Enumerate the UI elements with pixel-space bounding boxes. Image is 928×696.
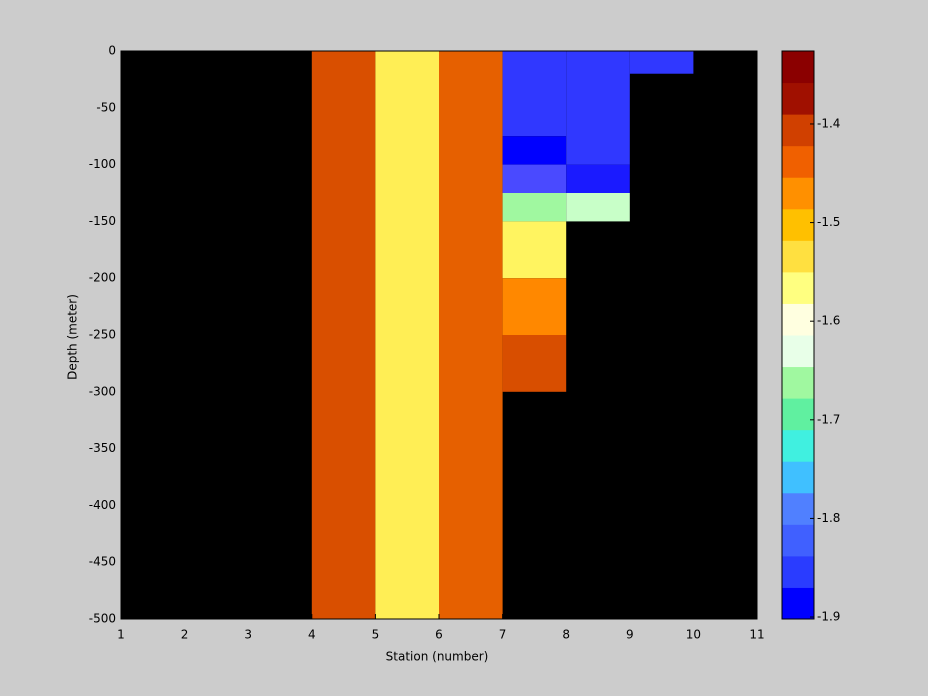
x-tick-label: 2 [181,628,189,642]
heatmap-cell [502,278,567,335]
heatmap-cell [439,51,503,619]
x-tick-label: 11 [749,628,764,642]
heatmap-cell [502,51,567,137]
heatmap-cell [502,221,567,279]
x-tick-label: 10 [686,628,701,642]
y-tick-label: -450 [89,555,116,569]
y-tick-label: -200 [89,271,116,285]
heatmap-cell [311,51,376,619]
colorbar-segment [782,82,814,115]
colorbar-segment [782,240,814,273]
colorbar-segment [782,461,814,494]
colorbar-segment [782,177,814,210]
heatmap-cell [629,51,694,74]
colorbar-tick-label: -1.7 [817,412,840,426]
heatmap-cell [566,193,630,222]
colorbar-tick-label: -1.6 [817,314,840,328]
heatmap-cell [375,51,439,619]
colorbar-segment [782,524,814,557]
colorbar-segment [782,398,814,431]
colorbar-segment [782,335,814,368]
x-axis-label: Station (number) [386,650,489,664]
heatmap-cell [502,136,567,165]
x-tick-label: 3 [244,628,252,642]
heatmap-cell [566,164,630,193]
heatmap-cell [566,51,630,165]
colorbar-segment [782,429,814,462]
colorbar-tick-label: -1.8 [817,511,840,525]
x-tick-label: 6 [435,628,443,642]
colorbar-segment [782,366,814,399]
y-tick-label: -250 [89,328,116,342]
heatmap-cell [502,335,567,392]
colorbar-segment [782,271,814,304]
colorbar-tick-label: -1.5 [817,215,840,229]
colorbar-tick-label: -1.9 [817,610,840,624]
y-tick-label: -100 [89,157,116,171]
colorbar-segment [782,303,814,336]
colorbar-tick-label: -1.4 [817,116,840,130]
heatmap-cell [502,164,567,193]
y-tick-label: -150 [89,214,116,228]
y-tick-label: 0 [108,44,116,58]
colorbar-segment [782,114,814,147]
colorbar-segment [782,587,814,620]
colorbar-segment [782,208,814,241]
y-tick-label: -400 [89,498,116,512]
y-tick-label: -50 [96,100,116,114]
x-tick-label: 7 [499,628,507,642]
y-axis-label: Depth (meter) [66,294,80,380]
colorbar-segment [782,145,814,178]
x-tick-label: 5 [372,628,380,642]
x-tick-label: 8 [562,628,570,642]
colorbar-segment [782,555,814,588]
x-tick-label: 1 [117,628,125,642]
y-tick-label: -350 [89,441,116,455]
y-tick-label: -300 [89,384,116,398]
colorbar-segment [782,492,814,525]
heatmap-cell [502,193,567,222]
y-tick-label: -500 [89,612,116,626]
x-tick-label: 4 [308,628,316,642]
colorbar-segment [782,51,814,84]
colorbar-frame [781,50,815,620]
x-tick-label: 9 [626,628,634,642]
